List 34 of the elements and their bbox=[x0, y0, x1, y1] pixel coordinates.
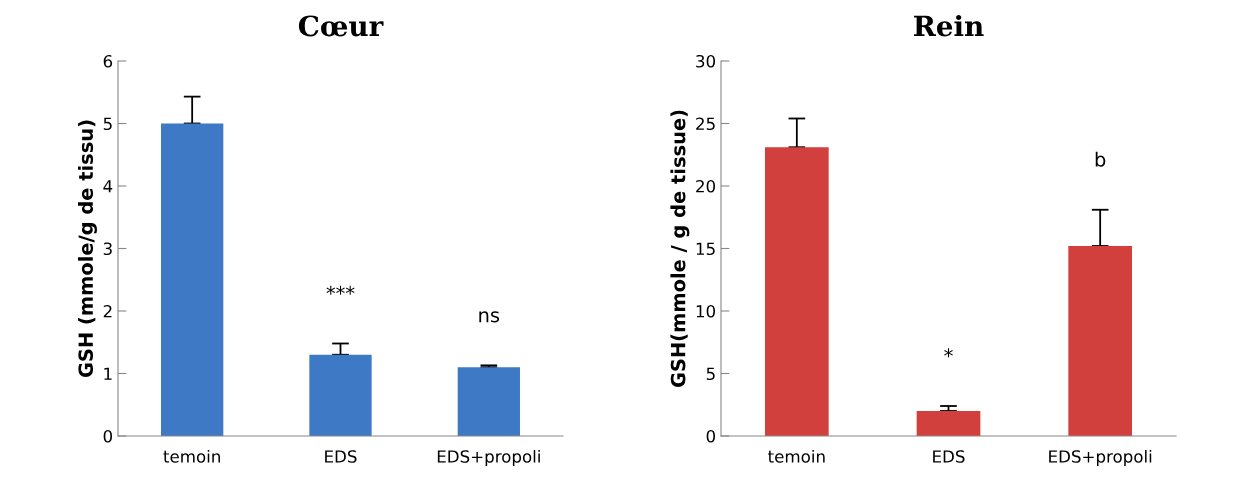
y-tick-label: 5 bbox=[706, 367, 715, 381]
bar bbox=[309, 354, 372, 436]
y-tick-label: 5 bbox=[103, 117, 112, 131]
annotation: b bbox=[1095, 151, 1106, 167]
chart-title: Cœur bbox=[298, 15, 384, 37]
y-tick-label: 30 bbox=[696, 54, 716, 68]
bar bbox=[457, 367, 520, 436]
bar bbox=[916, 411, 981, 436]
y-tick-label: 3 bbox=[103, 242, 112, 256]
y-tick-label: 4 bbox=[103, 180, 113, 193]
y-tick-label: 25 bbox=[696, 117, 715, 131]
x-tick-label: temoin bbox=[768, 449, 825, 463]
annotation: *** bbox=[326, 285, 355, 295]
chart-title: Rein bbox=[914, 14, 984, 37]
y-tick-label: 6 bbox=[103, 54, 113, 68]
y-axis-title: GSH (mmole/g de tissu) bbox=[78, 120, 97, 378]
x-tick-label: EDS bbox=[933, 450, 965, 463]
bar bbox=[1068, 246, 1133, 436]
y-tick-label: 10 bbox=[696, 304, 716, 318]
y-tick-label: 15 bbox=[696, 242, 715, 256]
x-tick-label: EDS bbox=[325, 450, 357, 463]
y-tick-label: 20 bbox=[696, 179, 716, 193]
annotation: ns bbox=[479, 311, 500, 323]
y-tick-label: 2 bbox=[103, 304, 112, 318]
x-tick-label: EDS+propoli bbox=[437, 449, 540, 467]
y-tick-label: 0 bbox=[706, 429, 716, 443]
y-tick-label: 1 bbox=[104, 367, 112, 380]
x-tick-label: temoin bbox=[163, 449, 220, 463]
bar bbox=[764, 147, 829, 436]
y-axis-title: GSH(mmole / g de tissue) bbox=[670, 110, 690, 388]
bar bbox=[161, 123, 224, 436]
x-tick-label: EDS+propoli bbox=[1049, 449, 1152, 467]
annotation: * bbox=[944, 348, 953, 358]
y-tick-label: 0 bbox=[103, 429, 113, 443]
